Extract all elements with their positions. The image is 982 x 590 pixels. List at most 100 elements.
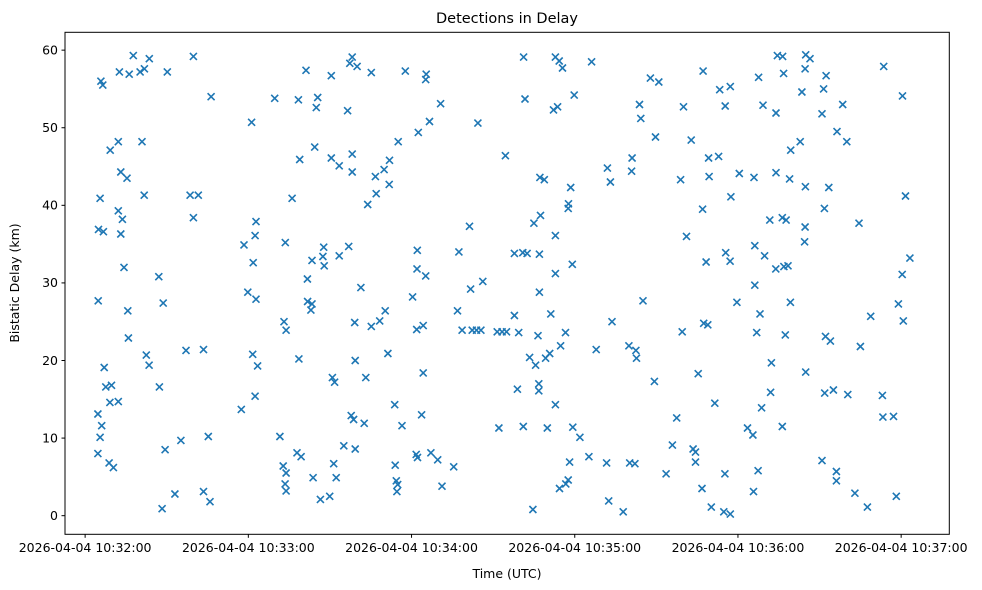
scatter-marker bbox=[436, 99, 445, 108]
scatter-marker bbox=[414, 128, 423, 137]
scatter-marker bbox=[558, 63, 567, 73]
scatter-marker bbox=[606, 177, 615, 187]
scatter-marker bbox=[295, 155, 304, 164]
scatter-marker bbox=[748, 430, 757, 440]
scatter-marker bbox=[281, 238, 290, 247]
scatter-marker bbox=[710, 399, 719, 408]
scatter-marker bbox=[534, 379, 543, 388]
scatter-marker bbox=[372, 189, 381, 198]
scatter-marker bbox=[319, 243, 328, 252]
scatter-marker bbox=[714, 152, 723, 161]
scatter-marker bbox=[646, 74, 655, 83]
scatter-marker bbox=[330, 378, 339, 387]
scatter-marker bbox=[624, 341, 633, 350]
scatter-marker bbox=[100, 363, 109, 372]
scatter-marker bbox=[251, 231, 260, 240]
scatter-marker bbox=[520, 94, 530, 104]
scatter-marker bbox=[628, 153, 637, 163]
scatter-marker bbox=[385, 180, 394, 189]
scatter-marker bbox=[101, 382, 110, 391]
scatter-marker bbox=[592, 345, 601, 354]
scatter-marker bbox=[568, 260, 577, 269]
scatter-marker bbox=[894, 299, 903, 308]
scatter-marker bbox=[194, 191, 203, 200]
scatter-marker bbox=[546, 309, 555, 318]
scatter-marker bbox=[348, 167, 357, 177]
scatter-marker bbox=[832, 467, 841, 476]
scatter-marker bbox=[237, 405, 246, 414]
scatter-marker bbox=[905, 254, 914, 263]
scatter-marker bbox=[697, 484, 707, 493]
scatter-marker bbox=[205, 497, 215, 506]
scatter-marker bbox=[466, 285, 475, 294]
scatter-marker bbox=[687, 136, 696, 145]
scatter-marker bbox=[603, 164, 612, 173]
scatter-marker bbox=[116, 167, 125, 177]
scatter-marker bbox=[94, 225, 103, 234]
scatter-marker bbox=[96, 77, 105, 86]
scatter-marker bbox=[107, 381, 116, 390]
scatter-marker bbox=[158, 504, 167, 513]
scatter-marker bbox=[796, 137, 805, 146]
scatter-marker bbox=[339, 441, 348, 450]
scatter-marker bbox=[619, 507, 628, 516]
scatter-marker bbox=[785, 174, 794, 183]
scatter-marker bbox=[347, 411, 356, 420]
scatter-marker bbox=[335, 161, 344, 170]
scatter-marker bbox=[878, 391, 887, 400]
scatter-marker bbox=[866, 312, 875, 321]
scatter-marker bbox=[817, 109, 827, 118]
scatter-marker bbox=[564, 475, 573, 485]
scatter-marker bbox=[419, 321, 428, 330]
scatter-marker bbox=[114, 206, 123, 215]
scatter-marker bbox=[170, 489, 179, 499]
scatter-marker bbox=[320, 261, 329, 270]
scatter-marker bbox=[327, 153, 336, 163]
scatter-marker bbox=[318, 252, 327, 261]
scatter-marker bbox=[889, 412, 898, 421]
scatter-marker bbox=[122, 174, 132, 183]
scatter-marker bbox=[699, 67, 708, 76]
scatter-marker bbox=[306, 306, 315, 315]
scatter-marker bbox=[750, 281, 759, 290]
scatter-marker bbox=[502, 327, 511, 336]
scatter-marker bbox=[528, 505, 537, 514]
scatter-marker bbox=[310, 143, 319, 152]
scatter-marker bbox=[771, 168, 781, 177]
scatter-marker bbox=[832, 127, 842, 136]
scatter-marker bbox=[510, 311, 519, 320]
scatter-marker bbox=[335, 251, 344, 260]
scatter-marker bbox=[570, 91, 579, 100]
scatter-marker bbox=[351, 444, 360, 454]
scatter-marker bbox=[805, 54, 815, 63]
scatter-marker bbox=[510, 249, 519, 258]
scatter-marker bbox=[380, 165, 389, 174]
scatter-marker bbox=[207, 92, 216, 101]
scatter-marker bbox=[758, 101, 768, 110]
scatter-marker bbox=[96, 194, 105, 203]
scatter-marker bbox=[602, 458, 611, 467]
scatter-marker bbox=[316, 495, 325, 504]
scatter-marker bbox=[281, 479, 290, 488]
scatter-marker bbox=[421, 271, 430, 280]
scatter-marker bbox=[553, 102, 562, 111]
scatter-marker bbox=[551, 231, 560, 240]
scatter-marker bbox=[199, 487, 208, 496]
scatter-marker bbox=[575, 433, 584, 442]
scatter-marker bbox=[301, 66, 311, 75]
scatter-marker bbox=[720, 469, 729, 478]
scatter-marker bbox=[529, 219, 538, 228]
x-tick-label: 2026-04-04 10:36:00 bbox=[672, 540, 805, 555]
scatter-marker bbox=[328, 373, 337, 382]
scatter-marker bbox=[413, 453, 422, 462]
scatter-marker bbox=[348, 53, 357, 62]
scatter-marker bbox=[288, 194, 297, 203]
scatter-marker bbox=[297, 452, 306, 461]
scatter-marker bbox=[109, 463, 118, 472]
scatter-marker bbox=[345, 59, 354, 68]
y-axis-ticks: 0 10 20 30 40 50 60 bbox=[42, 42, 65, 523]
scatter-marker bbox=[332, 473, 341, 482]
scatter-marker bbox=[786, 146, 795, 155]
scatter-marker bbox=[344, 242, 353, 251]
